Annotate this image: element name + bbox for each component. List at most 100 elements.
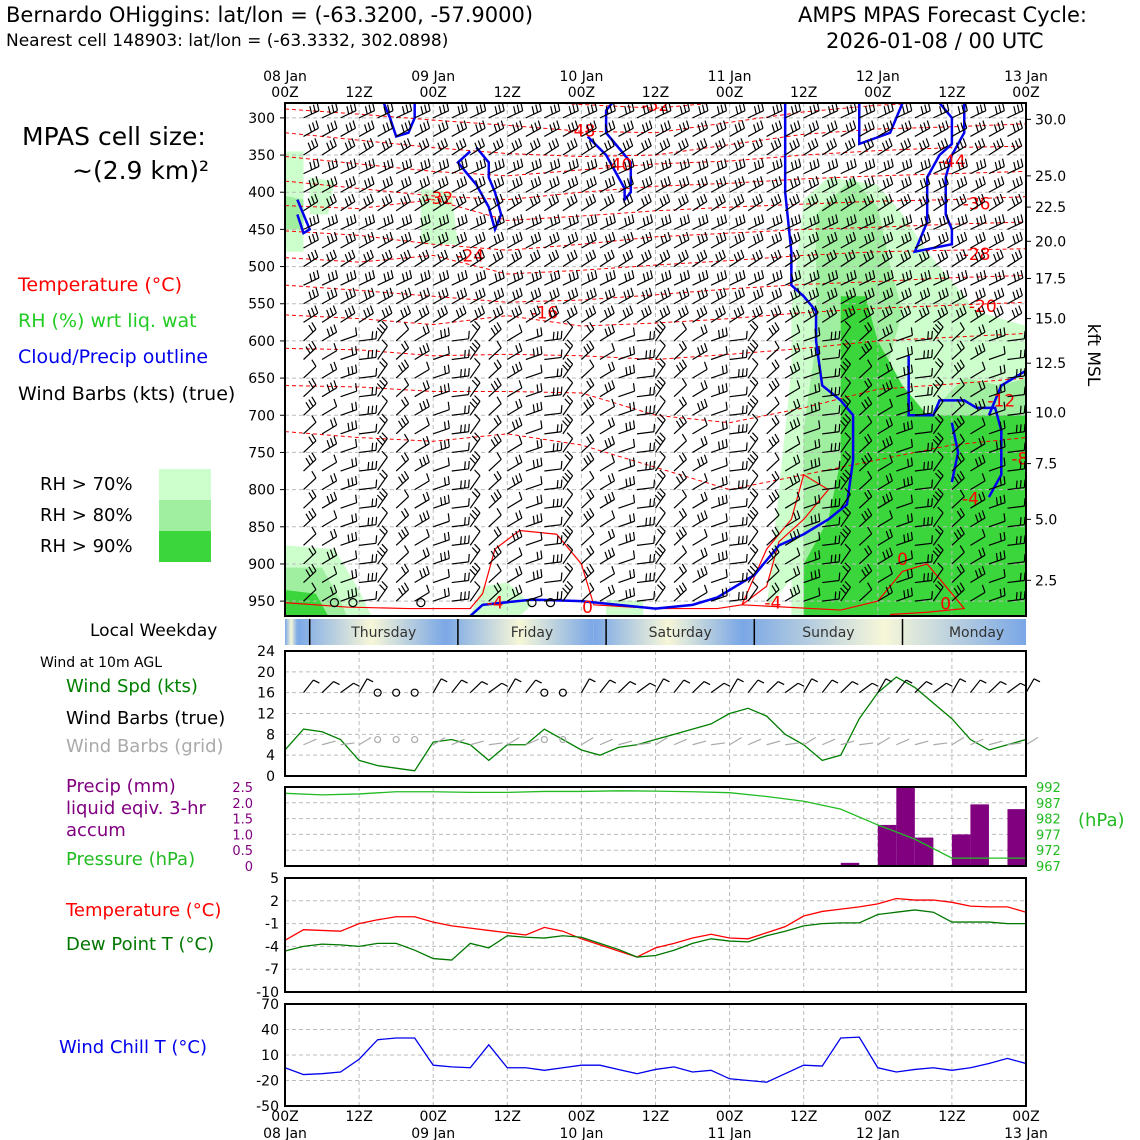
wind-barb	[766, 508, 780, 528]
wind-barb-feather	[353, 270, 357, 279]
wind-barb-feather	[490, 383, 496, 391]
wind-barb-feather	[648, 176, 653, 185]
wind-barb-shaft	[599, 256, 615, 268]
wind-barb-feather	[514, 140, 519, 149]
wind-barb	[877, 193, 893, 212]
wind-barb	[358, 193, 374, 212]
wind-barb-shaft	[673, 403, 687, 416]
wind-barb-feather	[684, 305, 689, 314]
wind-barb-feather	[308, 235, 312, 244]
wind-barb-feather	[314, 305, 319, 314]
wind-barb-feather	[940, 196, 945, 204]
wind-barb	[599, 138, 615, 156]
wind-barb-feather	[818, 550, 821, 559]
wind-barb	[1007, 270, 1024, 286]
wind-barb	[469, 193, 486, 212]
wind-barb-feather	[752, 142, 757, 151]
wind-barb	[599, 566, 616, 584]
wind-barb	[692, 231, 708, 249]
wind-barb	[1007, 158, 1024, 175]
wind-barb-feather	[474, 450, 481, 458]
wind-barb	[358, 231, 375, 249]
wind-barb-shaft	[488, 384, 502, 398]
wind-barb-feather	[751, 506, 759, 514]
wind-barb	[1007, 591, 1026, 602]
wind-barb	[988, 214, 1005, 230]
wind-barb-shaft	[562, 145, 578, 156]
wind-barb-feather	[737, 592, 740, 601]
wind-barb-shaft	[655, 183, 671, 193]
wind-barb	[729, 423, 748, 435]
wind-barb	[469, 432, 481, 453]
wind-barb-feather	[865, 273, 869, 282]
wind-barb-feather	[468, 479, 470, 488]
wind-barb-feather	[422, 345, 427, 354]
wind-barb	[784, 547, 801, 565]
wind-barb	[451, 270, 468, 286]
wind-barb-feather	[981, 584, 986, 593]
wind-barb-shaft	[784, 127, 801, 137]
wind-barb-shaft	[321, 573, 337, 584]
wind-barb	[729, 572, 748, 584]
wind-barb-feather	[675, 364, 682, 373]
wind-barb-feather	[776, 215, 780, 225]
wind-barb	[914, 158, 931, 175]
wind-barb	[932, 357, 944, 379]
wind-barb-shaft	[580, 384, 595, 398]
wind-barb-feather	[513, 273, 517, 282]
wind-barb	[321, 417, 338, 435]
wind-barb	[877, 120, 894, 137]
wind-barb-feather	[1028, 566, 1033, 572]
wind-barb-feather	[351, 347, 354, 356]
wind-barb-shaft	[433, 557, 450, 565]
wind-barb-feather	[740, 249, 745, 258]
wind-barb	[766, 470, 780, 491]
wind-barb-shaft	[395, 403, 409, 416]
wind-barb-feather	[882, 551, 887, 560]
wind-barb	[803, 305, 819, 323]
wind-barb-feather	[315, 231, 319, 240]
wind-barb	[1007, 572, 1026, 584]
wind-barb-feather	[589, 415, 595, 423]
wind-barb	[729, 498, 748, 509]
wind-barb-feather	[594, 158, 598, 167]
wind-barb-feather	[611, 417, 616, 426]
wind-barb-shaft	[859, 110, 875, 119]
wind-barb-shaft	[507, 277, 523, 286]
wind-barb-shaft	[914, 201, 930, 212]
wind-barb	[562, 270, 579, 286]
wind-barb	[303, 526, 317, 546]
wind-barb	[673, 231, 690, 249]
wind-barb-shaft	[1007, 431, 1025, 435]
wind-barb-feather	[348, 251, 353, 260]
wind-barb-feather	[611, 120, 616, 129]
wind-barb-feather	[1023, 460, 1026, 469]
wind-barb-feather	[703, 584, 708, 593]
wind-barb-shaft	[655, 400, 666, 416]
wind-barb-feather	[382, 180, 387, 189]
wind-barb-feather	[844, 339, 851, 346]
wind-barb-feather	[330, 289, 334, 298]
wind-barb	[803, 158, 820, 175]
wind-barb-feather	[922, 251, 927, 260]
wind-barb-shaft	[821, 127, 838, 137]
wind-barb	[933, 231, 949, 249]
wind-barb-feather	[326, 440, 331, 448]
wind-barb-shaft	[951, 165, 968, 175]
wind-barb-shaft	[321, 277, 338, 286]
wind-barb-shaft	[784, 591, 801, 602]
wind-barb-shaft	[1025, 395, 1026, 397]
wind-barb	[618, 287, 634, 305]
wind-barb-feather	[426, 473, 430, 482]
wind-barb-feather	[978, 122, 983, 131]
wind-barb	[432, 176, 449, 193]
wind-barb-feather	[641, 291, 646, 300]
wind-barb-feather	[326, 291, 331, 300]
wind-barb	[506, 566, 523, 584]
wind-barb-feather	[867, 452, 873, 460]
wind-barb-feather	[939, 217, 943, 226]
wind-barb-feather	[793, 400, 797, 409]
wind-barb-feather	[890, 103, 894, 111]
wind-barb-shaft	[822, 486, 840, 491]
wind-barb-feather	[329, 437, 334, 446]
